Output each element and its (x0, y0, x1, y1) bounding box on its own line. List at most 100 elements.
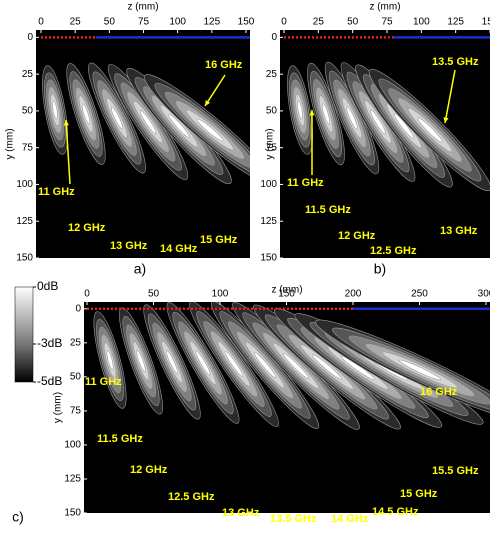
panel-label: c) (12, 509, 24, 525)
x-tick-label: 100 (169, 17, 186, 28)
annotation: 13 GHz (110, 240, 148, 252)
y-axis-label: y (mm) (265, 128, 276, 159)
beam-contour (394, 113, 414, 139)
x-axis-label: z (mm) (271, 285, 302, 296)
arrow (65, 119, 71, 185)
beam-contour (370, 109, 386, 135)
annotation: 15.5 GHz (432, 465, 479, 477)
colorbar-label: -5dB (37, 374, 62, 388)
beam-contour (283, 353, 309, 379)
y-tick-label: 125 (260, 216, 277, 227)
x-tick-label: 100 (413, 17, 430, 28)
x-tick-label: 150 (238, 17, 255, 28)
beam-contour (52, 100, 58, 120)
x-tick-label: 50 (148, 289, 160, 300)
y-tick-label: 25 (22, 69, 34, 80)
y-tick-label: 75 (70, 406, 82, 417)
x-tick-label: 50 (104, 17, 116, 28)
annotation: 11 GHz (287, 177, 324, 189)
x-tick-label: 75 (138, 17, 150, 28)
x-tick-label: 125 (203, 17, 220, 28)
annotation: 11 GHz (85, 376, 122, 388)
arrow-head (205, 100, 211, 106)
y-tick-label: 125 (64, 474, 81, 485)
y-tick-label: 150 (16, 253, 33, 264)
beam-contour (346, 106, 358, 130)
annotation: 14 GHz (160, 243, 198, 255)
annotation: 13.5 GHz (270, 513, 317, 525)
beam-map (284, 36, 490, 192)
x-tick-label: 50 (347, 17, 359, 28)
beam-contour (106, 350, 114, 370)
beam-contour (168, 114, 190, 138)
annotation: 13 GHz (440, 225, 478, 237)
x-tick-label: 25 (313, 17, 325, 28)
arrow (444, 69, 456, 124)
y-tick-label: 75 (266, 142, 278, 153)
x-tick-label: 0 (84, 289, 90, 300)
beam-contour (417, 117, 443, 143)
annotation: 15 GHz (400, 488, 438, 500)
x-axis-label: z (mm) (369, 2, 400, 13)
beam-contour (196, 118, 224, 142)
annotation: 15 GHz (200, 234, 238, 246)
annotation: 14.5 GHz (372, 506, 419, 518)
annotation: 12 GHz (338, 230, 376, 242)
x-tick-label: 25 (70, 17, 82, 28)
beam-contour (297, 100, 303, 120)
annotation: 12.5 GHz (370, 245, 417, 257)
annotation: 12 GHz (68, 222, 106, 234)
colorbar-label: -3dB (37, 336, 62, 350)
annotation: 13 GHz (222, 507, 260, 519)
beam-map (41, 36, 250, 186)
y-tick-label: 100 (260, 179, 277, 190)
beam-contour (139, 110, 157, 134)
x-tick-label: 0 (38, 17, 44, 28)
annotation: 11.5 GHz (97, 433, 143, 445)
y-tick-label: 0 (75, 303, 81, 314)
beam-contour (321, 103, 331, 125)
y-tick-label: 100 (16, 179, 33, 190)
y-tick-label: 100 (64, 440, 81, 451)
x-axis-label: z (mm) (127, 2, 158, 13)
y-axis-label: y (mm) (5, 128, 16, 159)
x-tick-label: 150 (482, 17, 490, 28)
panel-label: b) (374, 261, 386, 277)
x-tick-label: 300 (478, 289, 490, 300)
beam-contour (166, 350, 178, 374)
y-tick-label: 0 (27, 32, 33, 43)
arrow-head (309, 110, 315, 116)
y-tick-label: 125 (16, 216, 33, 227)
y-tick-label: 150 (64, 508, 81, 519)
arrow-head (63, 120, 69, 126)
colorbar (14, 286, 34, 383)
colorbar-label: 0dB (37, 279, 58, 293)
arrow (204, 74, 226, 107)
x-tick-label: 250 (411, 289, 428, 300)
x-tick-label: 100 (212, 289, 229, 300)
beam-contour (224, 351, 244, 377)
annotation: 14 GHz (331, 513, 369, 525)
beam-contour (311, 354, 343, 380)
y-tick-label: 25 (266, 69, 278, 80)
y-tick-label: 50 (70, 372, 82, 383)
y-tick-label: 25 (70, 337, 82, 348)
beam-contour (253, 351, 277, 379)
annotation: 12.5 GHz (168, 491, 215, 503)
beam-contour (81, 103, 91, 125)
annotation: 12 GHz (130, 464, 168, 476)
beam-map (87, 302, 490, 430)
x-tick-label: 150 (278, 289, 295, 300)
x-tick-label: 200 (345, 289, 362, 300)
annotation: 11.5 GHz (305, 204, 351, 216)
annotation: 11 GHz (38, 186, 75, 198)
x-tick-label: 0 (281, 17, 287, 28)
annotation: 13.5 GHz (432, 56, 479, 68)
annotation: 16 GHz (205, 59, 243, 71)
y-tick-label: 50 (22, 106, 34, 117)
beam-contour (398, 359, 442, 381)
y-tick-label: 150 (260, 253, 277, 264)
x-tick-label: 75 (381, 17, 393, 28)
y-axis-label: y (mm) (53, 392, 64, 423)
